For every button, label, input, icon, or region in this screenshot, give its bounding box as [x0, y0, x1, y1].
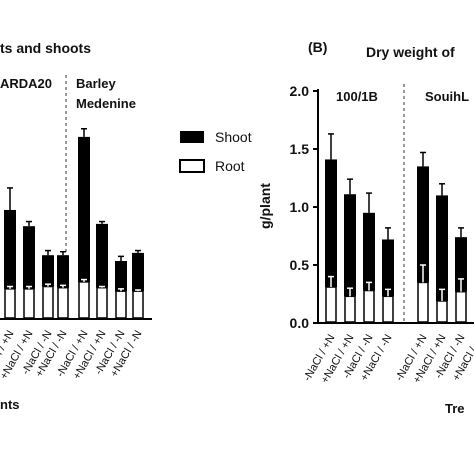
panel-b-xlabel: Tre	[445, 401, 465, 416]
legend-root-swatch	[179, 159, 205, 173]
panel-a-bar-shoot	[57, 255, 69, 288]
panel-a-group2-label-line2: Medenine	[76, 96, 136, 111]
panel-b-bar-root	[325, 286, 337, 323]
panel-b-ytick-label: 1.5	[290, 141, 310, 157]
panel-b-bar-shoot	[455, 237, 467, 292]
panel-a-bar-shoot	[23, 226, 35, 289]
panel-a-bar-root	[57, 286, 69, 319]
panel-b-bar-root	[455, 290, 467, 323]
panel-a-bar-root	[78, 281, 90, 319]
panel-b-group1-label: 100/1B	[336, 89, 378, 104]
panel-b-bar-root	[363, 289, 375, 323]
panel-a-bar-root	[23, 288, 35, 319]
panel-a-bar-shoot	[132, 252, 144, 292]
panel-b-bar-root	[382, 295, 394, 323]
panel-b-ylabel: g/plant	[257, 183, 273, 229]
panel-b-ytick-label: 0.5	[290, 257, 310, 273]
panel-b-bar-shoot	[382, 239, 394, 297]
legend-shoot-label: Shoot	[215, 129, 252, 145]
panel-a-bar-root	[96, 286, 108, 319]
panel-b-bar-shoot	[344, 194, 356, 297]
panel-a-bar-shoot	[42, 255, 54, 287]
panel-a-group1-label: ARDA20	[0, 76, 52, 91]
panel-b-bar-shoot	[417, 166, 429, 283]
panel-b-label: (B)	[308, 39, 327, 55]
panel-a-bar-shoot	[96, 223, 108, 288]
panel-b-group2-label: SouihL	[425, 89, 469, 104]
panel-b-bar-root	[417, 281, 429, 323]
panel-b-ytick-label: 2.0	[290, 83, 310, 99]
panel-a-bar-shoot	[4, 209, 16, 289]
panel-a-bar-shoot	[78, 136, 90, 282]
panel-b-bar-shoot	[436, 195, 448, 301]
panel-b-bar-root	[436, 300, 448, 323]
legend-root-label: Root	[215, 158, 245, 174]
panel-b-bar-root	[344, 295, 356, 323]
panel-b-bar-shoot	[363, 212, 375, 291]
panel-a-bar-root	[42, 285, 54, 319]
panel-b-ytick-label: 0.0	[290, 315, 310, 331]
panel-b-bar-shoot	[325, 159, 337, 288]
panel-b-ytick-label: 1.0	[290, 199, 310, 215]
panel-a-bar-root	[132, 290, 144, 319]
panel-a-xlabel: nts	[0, 397, 20, 412]
panel-a-bar-root	[115, 290, 127, 319]
panel-a-bar-root	[4, 288, 16, 319]
panel-b-title: Dry weight of	[366, 44, 455, 60]
panel-a-group2-label-line1: Barley	[76, 76, 117, 91]
panel-a-bar-shoot	[115, 261, 127, 292]
panel-a-title: ts and shoots	[0, 40, 91, 56]
legend-shoot-swatch	[180, 131, 204, 143]
